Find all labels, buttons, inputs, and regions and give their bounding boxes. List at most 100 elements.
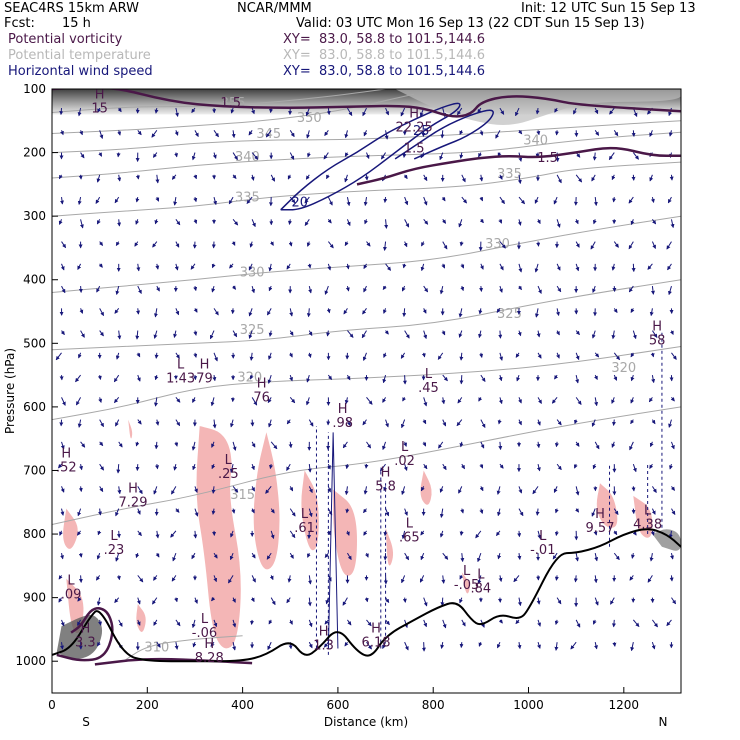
wind-vector [323,641,329,648]
extremum-type: H [409,106,419,121]
wind-vector [210,397,215,407]
wind-vector [479,218,484,224]
wind-vector [270,174,276,182]
wind-vector [115,508,120,517]
terrain [52,528,681,663]
legend-theta-xy: XY= 83.0, 58.8 to 101.5,144.6 [283,48,486,63]
wind-vector [345,508,350,514]
wind-vector [423,397,428,407]
extremum-value: 1.3 [313,638,334,653]
wind-vector [479,174,484,182]
wind-vector [99,330,104,337]
wind-vector [99,441,104,447]
wind-vector [517,174,522,185]
wind-vector [173,463,178,471]
wind-vector [154,107,159,114]
wind-vector [556,263,561,271]
wind-vector [385,508,390,517]
wind-vector [58,219,63,225]
wind-vector [251,486,255,492]
wind-vector [591,419,596,427]
wind-vector [155,419,160,426]
wind-vector [575,508,579,513]
extremum-value: 1.43 [166,371,195,386]
wind-vector [442,419,447,427]
wind-vector [423,330,428,340]
wind-vector [212,375,217,382]
wind-vector [591,508,596,517]
wind-vector [173,197,178,206]
wind-vector [532,486,539,495]
wind-vector [155,263,160,270]
wind-vector [212,152,217,159]
wind-vector [96,575,101,581]
shading-region [333,489,357,576]
wind-vector [251,285,256,294]
wind-vector [573,463,578,469]
wind-vector [60,130,64,136]
wind-vector [536,219,541,225]
wind-vector [421,241,425,247]
wind-vector [366,397,373,405]
wind-vector [670,441,675,450]
wind-vector [400,107,406,117]
wind-vector [554,508,559,514]
wind-vector [347,107,353,117]
wind-vector [403,441,407,447]
wind-vector [232,152,238,161]
y-tick-label: 600 [23,400,46,414]
wind-vector [99,419,104,428]
wind-vector [575,330,580,336]
wind-vector [137,575,144,583]
wind-vector [649,553,654,562]
wind-vector [363,263,368,270]
wind-vector [649,463,654,470]
wind-vector [479,130,484,136]
organization: NCAR/MMM [237,1,312,16]
extremum-type: H [200,357,210,372]
wind-vector [344,174,349,183]
wind-vector [423,285,429,293]
wind-vector [79,219,84,229]
wind-vector [423,219,429,225]
wind-vector [137,530,142,537]
wind-vector [480,374,486,382]
wind-vector [78,174,83,180]
theta-contour-label: 340 [523,133,548,148]
wind-vector [404,508,408,516]
wind-vector [362,308,367,315]
theta-contour [52,215,681,293]
wind-vector [96,285,101,293]
model-title: SEAC4RS 15km ARW [4,1,140,16]
wind-vector [403,241,408,248]
wind-vector [441,263,446,269]
extremum-type: L [477,567,485,582]
wind-vector [61,241,67,249]
wind-vector [268,285,273,292]
wind-vector [77,196,82,205]
wind-vector [346,419,351,427]
wind-vector [556,463,562,471]
shading-region [253,432,280,570]
wind-contour [394,109,494,160]
wind-vector [229,552,234,561]
legend-theta-name: Potential temperature [8,48,151,63]
wind-vector [346,374,351,381]
x-tick-label: 200 [136,698,159,712]
wind-vector [114,308,120,314]
wind-vector [194,508,199,517]
theta-contour-label: 330 [240,266,265,281]
wind-vector [251,575,256,583]
extremum-value: .84 [471,581,492,596]
wind-vector [213,308,219,316]
wind-vector [307,552,311,558]
wind-vector [58,463,63,469]
wind-vector [613,241,619,248]
wind-vector [498,619,503,624]
wind-vector [327,219,332,224]
wind-vector [608,152,615,161]
wind-vector [630,352,635,358]
wind-vector [632,463,637,473]
wind-vector [613,508,619,516]
